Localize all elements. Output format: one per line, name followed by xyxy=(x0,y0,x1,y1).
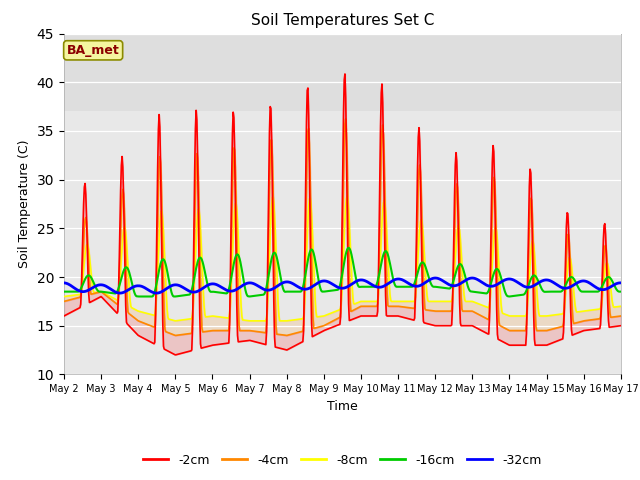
Bar xyxy=(64,34,621,111)
Text: BA_met: BA_met xyxy=(67,44,120,57)
Legend: -2cm, -4cm, -8cm, -16cm, -32cm: -2cm, -4cm, -8cm, -16cm, -32cm xyxy=(138,449,547,472)
Title: Soil Temperatures Set C: Soil Temperatures Set C xyxy=(251,13,434,28)
Y-axis label: Soil Temperature (C): Soil Temperature (C) xyxy=(18,140,31,268)
X-axis label: Time: Time xyxy=(327,400,358,413)
